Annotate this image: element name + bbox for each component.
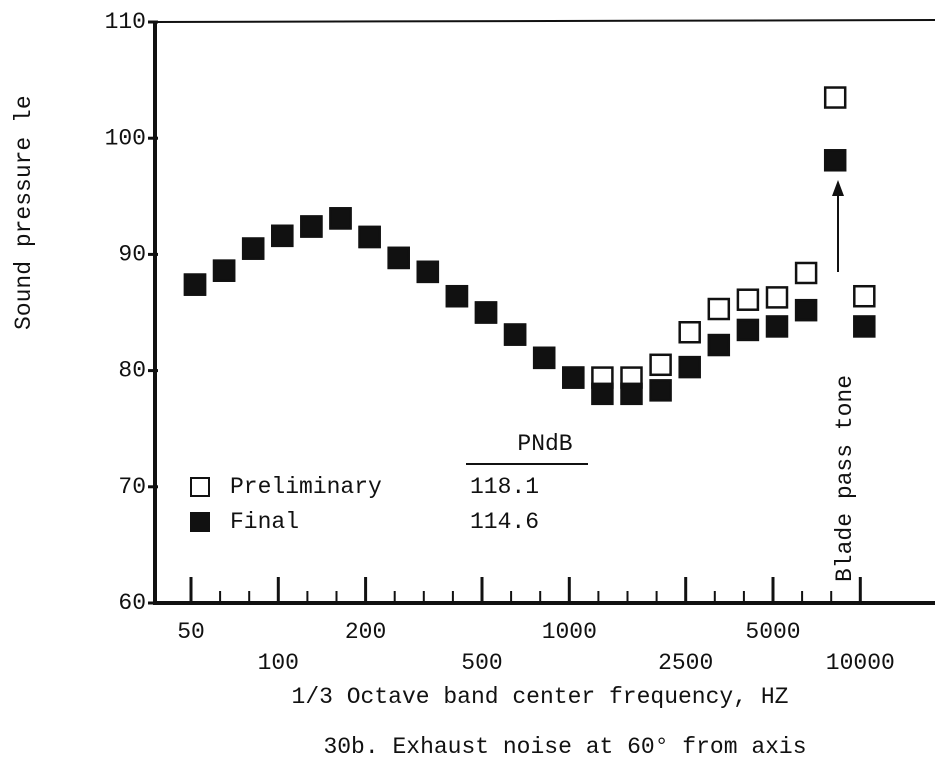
- marker-filled: [445, 284, 469, 308]
- marker-filled: [329, 207, 352, 230]
- marker-filled: [620, 382, 643, 406]
- legend-swatch: [190, 477, 210, 497]
- x-tick-label: 500: [461, 650, 502, 676]
- y-axis-label: Sound pressure le: [11, 95, 37, 330]
- marker-open: [649, 353, 672, 377]
- marker-filled: [823, 149, 847, 172]
- top-border: [154, 19, 935, 23]
- y-tick-label: 60: [118, 590, 146, 616]
- marker-filled: [853, 315, 876, 338]
- marker-filled: [212, 259, 236, 282]
- y-tick-label: 70: [118, 474, 146, 500]
- marker-filled: [241, 237, 265, 260]
- marker-open: [823, 86, 847, 109]
- marker-filled: [416, 260, 440, 284]
- marker-filled: [271, 224, 294, 248]
- x-axis-label: 1/3 Octave band center frequency, HZ: [292, 684, 789, 710]
- marker-filled: [649, 379, 672, 402]
- marker-open: [678, 321, 701, 344]
- legend-table-value: 118.1: [470, 474, 539, 500]
- legend-label: Final: [230, 509, 299, 535]
- marker-filled: [707, 333, 731, 357]
- y-tick-label: 100: [105, 125, 146, 151]
- legend-table-value: 114.6: [470, 509, 539, 535]
- marker-filled: [591, 382, 614, 406]
- y-tick-label: 110: [105, 9, 146, 35]
- marker-open: [853, 284, 876, 308]
- x-tick-label: 2500: [658, 650, 713, 676]
- marker-open: [765, 286, 789, 309]
- x-tick-label: 50: [177, 619, 205, 645]
- annotation: Blade pass tone: [832, 375, 858, 582]
- marker-filled: [300, 215, 323, 238]
- x-tick-label: 1000: [542, 619, 597, 645]
- marker-open: [707, 297, 731, 321]
- marker-filled: [562, 366, 585, 389]
- marker-filled: [736, 318, 760, 342]
- y-tick-label: 80: [118, 358, 146, 384]
- caption: 30b. Exhaust noise at 60° from axis: [323, 734, 806, 760]
- x-tick-label: 200: [345, 619, 386, 645]
- marker-filled: [678, 355, 701, 379]
- legend-label: Preliminary: [230, 474, 382, 500]
- marker-open: [794, 261, 818, 285]
- marker-filled: [358, 225, 381, 249]
- x-tick-label: 100: [258, 650, 299, 676]
- marker-filled: [503, 323, 527, 346]
- marker-filled: [765, 315, 789, 338]
- marker-open: [736, 288, 760, 311]
- x-tick-label: 10000: [826, 650, 895, 676]
- x-tick-label: 5000: [745, 619, 800, 645]
- marker-filled: [183, 273, 207, 296]
- legend-swatch: [190, 512, 210, 532]
- arrow-head: [832, 180, 844, 196]
- marker-filled: [532, 346, 556, 370]
- marker-filled: [387, 246, 410, 270]
- legend-table-header: PNdB: [517, 431, 572, 457]
- marker-filled: [474, 301, 498, 324]
- marker-filled: [794, 298, 818, 322]
- y-tick-label: 90: [118, 241, 146, 267]
